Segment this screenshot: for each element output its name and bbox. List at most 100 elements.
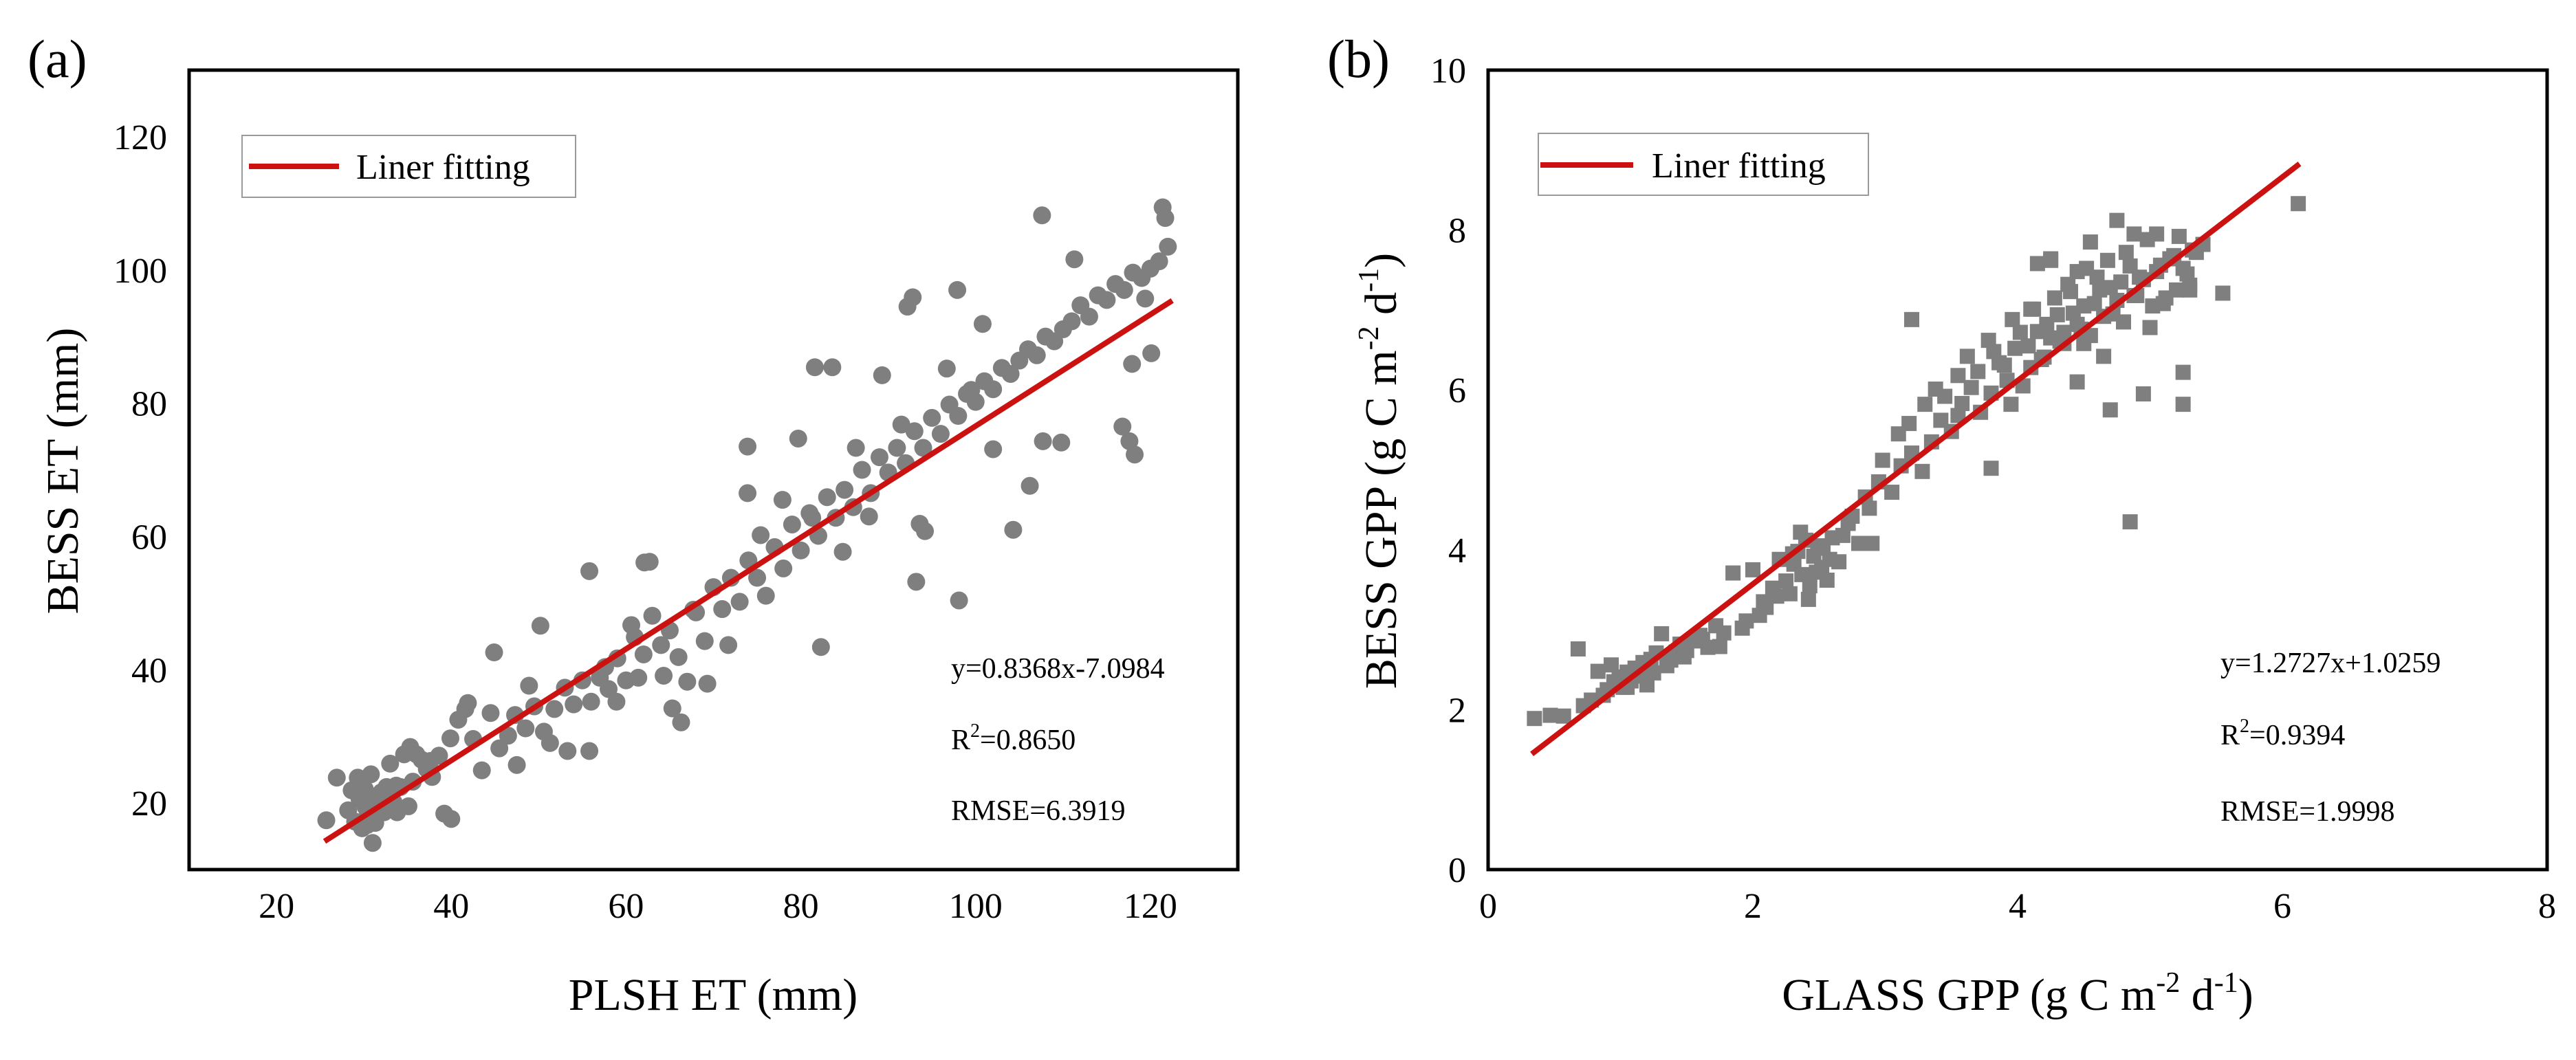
panel-a-data-point bbox=[984, 440, 1003, 459]
panel-a-data-point bbox=[756, 586, 775, 605]
panel-b-data-point bbox=[1527, 711, 1542, 727]
panel-a-data-point bbox=[317, 811, 336, 830]
panel-b-letter: (b) bbox=[1327, 29, 1390, 89]
panel-a-r2-prefix: R bbox=[951, 725, 970, 756]
panel-b-xtick-label: 4 bbox=[2009, 887, 2027, 926]
panel-a-data-point bbox=[1080, 307, 1098, 326]
panel-b-xlabel-part-1: GLASS GPP (g C m bbox=[1782, 970, 2156, 1020]
panel-b-equation: y=1.2727x+1.0259 bbox=[2220, 648, 2441, 679]
panel-b-data-point bbox=[2135, 386, 2151, 402]
panel-a-data-point bbox=[1156, 209, 1175, 228]
panel-b-data-point bbox=[2118, 245, 2134, 261]
panel-a-ytick-label: 80 bbox=[131, 385, 167, 424]
panel-a-data-point bbox=[931, 425, 950, 443]
panel-b-ylabel-sup-1: -2 bbox=[1353, 326, 1385, 350]
panel-a-data-point bbox=[622, 616, 641, 634]
panel-b-ytick-label: 10 bbox=[1430, 52, 1466, 91]
panel-b-legend-label: Liner fitting bbox=[1652, 146, 1826, 186]
panel-b-data-point bbox=[1769, 588, 1784, 604]
panel-a-ytick-label: 120 bbox=[113, 118, 167, 157]
panel-a-data-point bbox=[1065, 250, 1084, 269]
panel-b-data-point bbox=[1778, 573, 1794, 589]
panel-b-data-point bbox=[2076, 335, 2092, 351]
panel-b-data-point bbox=[2096, 349, 2112, 364]
panel-a-xtick-label: 100 bbox=[949, 887, 1003, 926]
panel-b-ylabel-part-1: BESS GPP (g C m bbox=[1356, 350, 1406, 689]
panel-a-data-point bbox=[730, 593, 749, 611]
panel-a-data-point bbox=[655, 666, 673, 685]
panel-b-data-point bbox=[1963, 379, 1979, 395]
panel-b-ytick-label: 2 bbox=[1448, 691, 1466, 730]
panel-b-data-point bbox=[1917, 397, 1933, 412]
panel-b-data-point bbox=[2122, 514, 2138, 530]
panel-b-ytick-label: 8 bbox=[1448, 212, 1466, 251]
panel-a-xtick-label: 60 bbox=[608, 887, 644, 926]
panel-b-data-point bbox=[2029, 256, 2045, 272]
panel-a-legend: Liner fitting bbox=[241, 135, 576, 198]
panel-b-data-point bbox=[1835, 527, 1851, 543]
panel-b-data-point bbox=[1712, 639, 1727, 654]
panel-a-data-point bbox=[833, 542, 852, 561]
panel-b-data-point bbox=[2012, 324, 2028, 340]
panel-a-legend-label: Liner fitting bbox=[356, 148, 530, 187]
panel-b-data-point bbox=[1904, 311, 1919, 327]
panel-a-data-point bbox=[948, 280, 967, 299]
panel-b-data-point bbox=[1822, 551, 1837, 567]
panel-a-data-point bbox=[892, 415, 910, 434]
panel-b-ylabel-sup-2: -1 bbox=[1353, 268, 1385, 292]
panel-a-data-point bbox=[580, 742, 599, 760]
panel-a-xtick-label: 20 bbox=[259, 887, 294, 926]
panel-a-data-point bbox=[1033, 206, 1051, 225]
panel-a-letter: (a) bbox=[28, 29, 87, 89]
panel-b-data-point bbox=[1875, 452, 1890, 468]
panel-a-data-point bbox=[739, 437, 757, 456]
panel-b-data-point bbox=[1654, 626, 1670, 641]
panel-a-data-point bbox=[1115, 280, 1133, 299]
panel-a-data-point bbox=[847, 439, 865, 457]
panel-b-r2: R2=0.9394 bbox=[2220, 716, 2345, 751]
panel-b-fit-line bbox=[1530, 162, 2302, 757]
panel-b-data-point bbox=[2020, 338, 2036, 354]
panel-a-data-point bbox=[545, 700, 564, 718]
panel-a: (a) 20 40 60 80 100 120 20 40 60 80 100 120 Liner f… bbox=[28, 29, 1240, 1020]
panel-a-plot-frame bbox=[187, 68, 1240, 872]
panel-a-data-point bbox=[442, 810, 461, 828]
panel-b-data-point bbox=[2007, 340, 2023, 356]
panel-b-data-point bbox=[2082, 234, 2098, 250]
panel-a-data-point bbox=[870, 448, 888, 467]
panel-a-data-point bbox=[853, 461, 871, 479]
panel-a-data-point bbox=[520, 676, 538, 695]
panel-a-data-point bbox=[629, 668, 648, 687]
panel-a-xtick-label: 80 bbox=[783, 887, 819, 926]
panel-b-data-point bbox=[1937, 388, 1953, 404]
panel-a-data-point bbox=[1126, 445, 1144, 464]
panel-b-data-point bbox=[2171, 228, 2187, 244]
panel-b-data-point bbox=[2145, 298, 2161, 314]
panel-b-data-point bbox=[2023, 301, 2039, 317]
panel-a-data-point bbox=[1150, 252, 1168, 271]
panel-b-data-point bbox=[1590, 663, 1606, 679]
panel-a-data-point bbox=[1159, 237, 1177, 256]
panel-b-xtick-label: 2 bbox=[1744, 887, 1762, 926]
panel-a-data-point bbox=[748, 568, 767, 587]
panel-b-ticks: 0 2 4 6 8 0 2 4 6 8 10 bbox=[1430, 52, 2556, 926]
panel-b-data-point bbox=[2092, 282, 2108, 298]
panel-a-data-point bbox=[541, 733, 559, 752]
panel-b-data-point bbox=[1914, 463, 1930, 479]
panel-a-data-point bbox=[327, 769, 346, 787]
panel-a-data-point bbox=[531, 617, 549, 635]
panel-a-ytick-label: 20 bbox=[131, 784, 167, 824]
panel-a-data-point bbox=[739, 484, 757, 503]
panel-b-data-point bbox=[1793, 525, 1809, 540]
panel-b-data-point bbox=[2065, 305, 2081, 321]
panel-a-data-point bbox=[950, 591, 968, 610]
panel-a-ytick-label: 60 bbox=[131, 518, 167, 557]
panel-a-data-point bbox=[923, 408, 941, 427]
panel-a-data-point bbox=[698, 674, 717, 693]
panel-a-data-point bbox=[783, 515, 801, 533]
panel-a-ylabel: BESS ET (mm) bbox=[38, 328, 88, 615]
panel-a-rmse: RMSE=6.3919 bbox=[951, 795, 1126, 827]
panel-a-data-point bbox=[773, 491, 792, 509]
panel-a-data-point bbox=[873, 366, 891, 384]
panel-b-data-point bbox=[1950, 368, 1966, 384]
